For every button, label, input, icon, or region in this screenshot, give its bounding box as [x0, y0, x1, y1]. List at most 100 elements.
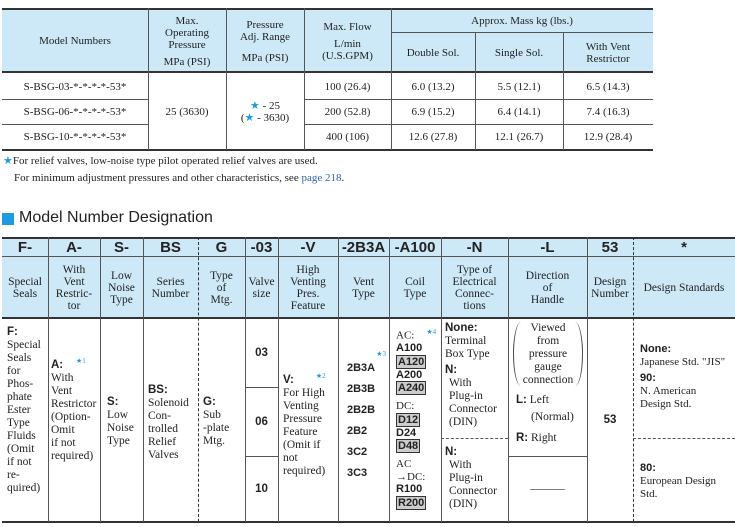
line: (Omit — [7, 443, 35, 455]
line: Vent — [51, 384, 73, 397]
line: 2B3B — [347, 383, 376, 395]
desc: With Vent Restrictor (Option- Omit if not requ… — [51, 372, 101, 463]
handle-none: ——— — [530, 482, 565, 495]
header-line: tions — [463, 299, 486, 312]
size-10: 10 — [255, 482, 268, 495]
coil-code: D12 — [396, 412, 421, 427]
header-line: Feature — [290, 299, 326, 312]
handle-right: R: Right — [516, 432, 586, 445]
line: Relief — [148, 436, 177, 448]
single: 12.1 (26.7) — [494, 130, 544, 143]
line: re- — [7, 469, 20, 481]
header-2b3a: Vent Type — [338, 257, 389, 318]
header-line: Direction — [525, 269, 570, 282]
code-size: -03 — [250, 238, 273, 256]
header-line: size — [252, 287, 271, 300]
header-line: Special — [8, 275, 42, 288]
header-03: Valve size — [245, 257, 278, 318]
line: for — [7, 365, 21, 377]
line: pressure — [528, 348, 568, 360]
flow: 100 (26.4) — [324, 80, 371, 93]
line: Sub — [203, 409, 221, 421]
text: For relief valves, low-noise type pilot … — [12, 155, 318, 167]
header-line: Low — [110, 269, 133, 282]
standard-80: 80: European Design Std. — [640, 462, 735, 501]
single: 5.5 (12.1) — [497, 80, 541, 93]
coil-item: A200 — [396, 369, 441, 382]
page-link[interactable]: page 218 — [301, 172, 342, 184]
text: MPa (PSI) — [241, 51, 289, 64]
header-line: tor — [67, 299, 81, 312]
text: With Vent — [585, 41, 631, 53]
text: Adj. Range — [239, 30, 291, 43]
model: S-BSG-03-*-*-*-*-53* — [23, 80, 127, 93]
note-star-icon: ★3 — [376, 350, 386, 358]
line: Ester — [7, 404, 31, 416]
code: BS: — [148, 384, 168, 396]
header-a: With Vent Restric-tor — [48, 257, 100, 318]
line: Venting — [283, 399, 319, 412]
line: Omit — [51, 423, 75, 436]
code: 90: — [640, 372, 656, 384]
line: 2B2 — [347, 425, 368, 437]
note-star-icon: ★2 — [315, 372, 326, 380]
code-standard: * — [681, 238, 687, 256]
cell-v: V: ★2 For High Venting Pressure Feature (Omit … — [283, 370, 338, 478]
line: Low — [107, 409, 129, 421]
header-line: Restric- — [55, 287, 93, 300]
ac-label: AC: — [396, 329, 415, 342]
cell-conn: None: Terminal Box Type N: With Plug-in Con… — [445, 322, 508, 429]
coil-code: R100 — [396, 483, 423, 496]
acdc-label: AC — [396, 458, 412, 471]
adj-range-value: ★ - 25 (★ - 3630) — [226, 74, 304, 149]
note: (Normal) — [531, 411, 574, 423]
ac-list: A100 A120 A200 A240 — [396, 342, 441, 396]
line: Restrictor — [51, 397, 97, 410]
line: Fluids — [7, 430, 36, 442]
header-l: Direction of Handle — [508, 257, 587, 318]
code-a: A- — [66, 238, 82, 256]
header-adj-range: Pressure Adj. Range MPa (PSI) — [226, 10, 304, 72]
cell-coil: AC: ★4 A100 A120 A200 A240 DC: D12 D24 D48 AC … — [396, 326, 441, 510]
vent: 7.4 (16.3) — [586, 105, 630, 118]
text: ★ - 25 — [249, 99, 281, 112]
line: Type — [7, 417, 30, 429]
header-line: Series — [156, 275, 185, 288]
cell-vent-type: ★3 2B3A 2B3B 2B2B 2B2 3C2 3C3 — [340, 350, 389, 484]
desc: Special Seals for Phos-phate Ester Type Fluids… — [7, 339, 48, 495]
line: (Omit if — [283, 438, 321, 451]
vent-list: 2B3A 2B3B 2B2B 2B2 3C2 3C3 — [340, 358, 389, 484]
header-vent: With Vent Restrictor — [563, 33, 653, 73]
code: None: — [445, 322, 478, 334]
standard-none: None: Japanese Std. "JIS" 90: N. American D… — [640, 343, 735, 411]
section-square-icon — [2, 213, 14, 225]
desc: Low Noise Type — [107, 409, 145, 448]
text: Operating — [165, 26, 209, 39]
header-max-pressure: Max. Operating Pressure MPa (PSI) — [148, 10, 226, 72]
desc: For High Venting Pressure Feature (Omit if no… — [283, 387, 338, 478]
header-line: Design — [593, 275, 627, 288]
header-s: Low Noise Type — [100, 257, 143, 318]
line: (DIN) — [449, 416, 478, 428]
line: trolled — [148, 423, 179, 435]
code-design: 53 — [601, 238, 619, 256]
header-double: Double Sol. — [406, 47, 460, 59]
line: Pressure — [283, 412, 322, 425]
header-flow: Max. Flow L/min (U.S.GPM) — [304, 10, 391, 72]
header-v: High Venting Pres. Feature — [278, 257, 338, 318]
double: 6.0 (13.2) — [411, 80, 455, 93]
line: Special — [7, 339, 41, 351]
code: A: — [51, 358, 64, 371]
code: R: — [516, 432, 529, 444]
header-line: Number — [151, 287, 190, 300]
double: 6.9 (15.2) — [411, 105, 455, 118]
coil-item: D12 — [396, 412, 441, 427]
header-line: Design Standards — [643, 281, 725, 294]
header-line: Type of — [456, 263, 493, 276]
size-06: 06 — [255, 415, 268, 428]
header-: Design Standards — [633, 257, 735, 318]
line: connection — [522, 374, 574, 386]
text: (★ - 3630) — [240, 111, 290, 124]
text: MPa (PSI) — [163, 55, 211, 68]
line: Con- — [148, 410, 171, 422]
